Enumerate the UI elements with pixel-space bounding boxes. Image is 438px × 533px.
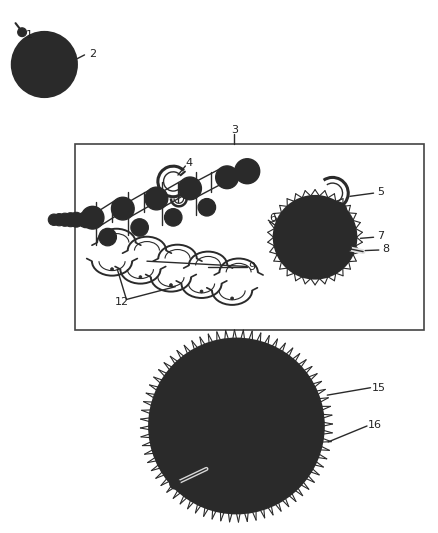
Ellipse shape: [210, 368, 218, 376]
Ellipse shape: [149, 338, 324, 513]
Ellipse shape: [312, 264, 318, 269]
Ellipse shape: [186, 375, 287, 477]
Ellipse shape: [111, 197, 134, 220]
Ellipse shape: [215, 166, 238, 189]
Ellipse shape: [38, 58, 51, 71]
Text: 15: 15: [371, 383, 385, 393]
Text: 12: 12: [115, 297, 129, 307]
Ellipse shape: [287, 220, 293, 225]
Ellipse shape: [303, 225, 328, 250]
Text: 1: 1: [25, 30, 32, 41]
Ellipse shape: [198, 198, 215, 216]
Ellipse shape: [338, 220, 343, 225]
Ellipse shape: [170, 360, 303, 492]
Ellipse shape: [69, 212, 84, 227]
Ellipse shape: [253, 456, 258, 462]
Ellipse shape: [338, 249, 343, 254]
Ellipse shape: [231, 297, 233, 300]
Ellipse shape: [157, 346, 316, 505]
Text: 16: 16: [368, 420, 382, 430]
Text: 4: 4: [186, 158, 193, 168]
Ellipse shape: [312, 206, 318, 211]
Ellipse shape: [255, 368, 262, 376]
Ellipse shape: [111, 268, 113, 271]
Text: 2: 2: [89, 49, 96, 59]
Ellipse shape: [131, 219, 148, 236]
Ellipse shape: [215, 390, 220, 395]
Ellipse shape: [215, 456, 220, 462]
Ellipse shape: [255, 477, 262, 484]
Text: 9: 9: [248, 262, 255, 271]
Ellipse shape: [287, 249, 293, 254]
Ellipse shape: [200, 290, 203, 293]
Ellipse shape: [19, 39, 70, 90]
Ellipse shape: [58, 213, 71, 227]
Ellipse shape: [165, 208, 182, 226]
Ellipse shape: [12, 32, 77, 97]
Text: 7: 7: [377, 231, 384, 241]
Ellipse shape: [344, 245, 351, 252]
Ellipse shape: [179, 445, 186, 452]
Ellipse shape: [99, 228, 117, 246]
Ellipse shape: [179, 177, 201, 200]
Ellipse shape: [18, 28, 26, 37]
Ellipse shape: [81, 206, 104, 229]
Ellipse shape: [273, 230, 282, 239]
Ellipse shape: [235, 159, 260, 184]
Ellipse shape: [78, 212, 94, 228]
Text: 5: 5: [377, 187, 384, 197]
Ellipse shape: [253, 390, 258, 395]
Ellipse shape: [217, 407, 256, 445]
Ellipse shape: [272, 423, 278, 429]
Ellipse shape: [53, 214, 65, 226]
Ellipse shape: [64, 213, 78, 227]
Ellipse shape: [287, 445, 294, 452]
Ellipse shape: [226, 416, 247, 437]
Ellipse shape: [145, 187, 168, 210]
Text: 6: 6: [270, 213, 277, 223]
Ellipse shape: [179, 400, 186, 407]
Ellipse shape: [170, 479, 180, 489]
Ellipse shape: [280, 203, 350, 272]
Ellipse shape: [205, 394, 268, 457]
Ellipse shape: [170, 284, 173, 287]
Bar: [75, 144, 424, 330]
Ellipse shape: [31, 51, 57, 78]
Ellipse shape: [309, 231, 321, 243]
Ellipse shape: [210, 477, 218, 484]
Text: 8: 8: [382, 245, 389, 254]
Ellipse shape: [25, 45, 64, 84]
Ellipse shape: [48, 214, 60, 225]
Ellipse shape: [139, 276, 142, 279]
Ellipse shape: [290, 212, 340, 262]
Ellipse shape: [195, 423, 201, 429]
Text: 3: 3: [231, 125, 238, 135]
Ellipse shape: [287, 400, 294, 407]
Ellipse shape: [274, 196, 357, 279]
